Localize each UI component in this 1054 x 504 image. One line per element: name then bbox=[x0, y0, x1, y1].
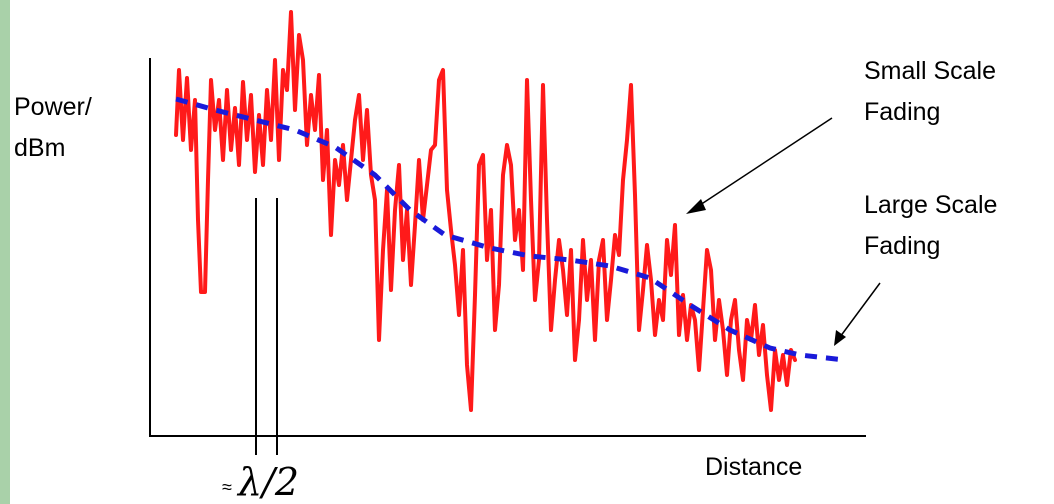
large-scale-fading-trace bbox=[175, 96, 846, 363]
x-axis-label-distance: Distance bbox=[705, 453, 803, 481]
small-scale-arrow-head bbox=[686, 199, 706, 214]
large-scale-label-line1: Large Scale bbox=[864, 191, 998, 219]
large-scale-label-line2: Fading bbox=[864, 232, 941, 260]
y-axis-label-unit: dBm bbox=[14, 134, 66, 162]
large-scale-arrow-head bbox=[834, 330, 846, 346]
small-scale-fading-trace bbox=[174, 10, 797, 412]
small-scale-arrow-line bbox=[696, 117, 833, 208]
small-scale-label-line2: Fading bbox=[864, 98, 941, 126]
wavelength-label: λ/2 bbox=[238, 460, 300, 504]
left-border-strip bbox=[0, 0, 10, 504]
large-scale-arrow-line bbox=[839, 282, 881, 338]
y-axis-label-power: Power/ bbox=[14, 93, 92, 121]
wavelength-prefix: ≈ bbox=[222, 477, 232, 497]
small-scale-label-line1: Small Scale bbox=[864, 57, 996, 85]
